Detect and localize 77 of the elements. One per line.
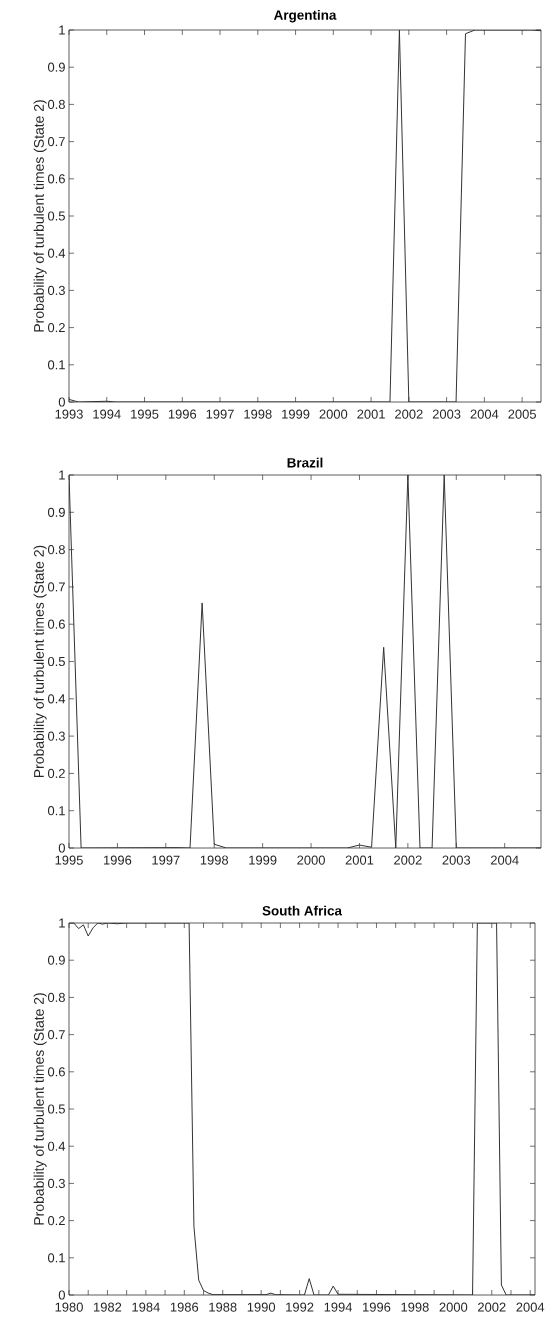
x-tick-label: 2002: [394, 855, 422, 865]
y-tick-label: 0: [58, 1290, 65, 1300]
x-tick-label: 1994: [324, 1302, 353, 1312]
y-tick-label: 0.2: [47, 323, 65, 333]
x-tick-label: 1999: [249, 855, 277, 865]
x-tick-label: 2000: [439, 1302, 468, 1312]
x-tick-label: 1998: [401, 1302, 429, 1312]
y-tick-label: 0.7: [47, 137, 65, 147]
y-tick-label: 1: [59, 918, 65, 928]
y-tick-label: 0: [58, 843, 65, 853]
y-tick-label: 0.1: [47, 806, 65, 816]
y-tick-label: 0.6: [47, 619, 65, 629]
y-tick-label: 0.6: [47, 1067, 65, 1077]
y-tick-label: 0.8: [47, 99, 65, 109]
chart-title: Argentina: [273, 9, 337, 23]
chart-title: Brazil: [287, 457, 323, 468]
y-tick-label: 0.4: [47, 694, 66, 704]
x-tick-label: 1990: [247, 1302, 276, 1312]
x-tick-label: 1992: [286, 1302, 314, 1312]
x-tick-label: 1986: [170, 1302, 199, 1312]
x-tick-label: 2000: [319, 409, 348, 419]
x-tick-label: 1999: [282, 409, 310, 419]
chart-title: South Africa: [262, 905, 343, 916]
x-tick-label: 2002: [478, 1302, 506, 1312]
x-tick-label: 2002: [395, 409, 423, 419]
y-tick-label: 0.7: [47, 582, 65, 592]
line-series: [69, 475, 542, 849]
x-tick-label: 2000: [297, 855, 325, 865]
x-tick-label: 2003: [442, 855, 471, 865]
y-tick-label: 0.5: [47, 211, 65, 221]
x-tick-label: 2001: [357, 409, 385, 419]
y-tick-label: 0.9: [47, 62, 65, 72]
y-tick-label: 0.1: [47, 360, 65, 370]
y-tick-label: 0: [58, 397, 65, 407]
y-tick-label: 0.5: [47, 656, 65, 667]
y-tick-label: 0.3: [47, 1178, 65, 1188]
y-tick-label: 0.3: [47, 731, 65, 741]
y-tick-label: 0.1: [47, 1253, 65, 1263]
y-tick-label: 1: [59, 25, 65, 35]
y-tick-label: 0.9: [47, 955, 65, 965]
x-tick-label: 1994: [93, 409, 121, 419]
x-tick-label: 1993: [55, 409, 83, 419]
x-tick-label: 2004: [516, 1302, 545, 1312]
x-tick-label: 1980: [55, 1302, 83, 1312]
y-tick-label: 0.4: [47, 248, 66, 258]
y-tick-label: 0.4: [47, 1141, 66, 1151]
x-tick-label: 1995: [55, 855, 83, 865]
x-tick-label: 1998: [244, 409, 272, 419]
y-tick-label: 0.9: [47, 507, 65, 517]
x-tick-label: 1998: [200, 855, 229, 865]
x-tick-label: 2001: [345, 855, 374, 865]
y-tick-label: 0.8: [47, 545, 65, 555]
y-tick-label: 0.3: [47, 285, 65, 295]
y-tick-label: 0.2: [47, 1216, 65, 1226]
x-tick-label: 2003: [432, 409, 461, 419]
y-tick-label: 1: [59, 470, 65, 480]
y-tick-label: 0.8: [47, 992, 65, 1002]
x-tick-label: 1997: [152, 855, 180, 865]
x-tick-label: 1996: [363, 1302, 391, 1312]
x-tick-label: 1988: [209, 1302, 237, 1312]
y-axis-title: Probability of turbulent times (State 2): [33, 545, 47, 778]
x-tick-label: 1984: [132, 1302, 160, 1312]
x-tick-label: 2004: [490, 855, 519, 865]
x-tick-label: 2004: [470, 409, 499, 419]
y-axis-title: Probability of turbulent times (State 2): [33, 993, 47, 1225]
x-tick-label: 1997: [206, 409, 234, 419]
x-tick-label: 1995: [131, 409, 159, 419]
x-tick-label: 1996: [168, 409, 197, 419]
x-tick-label: 1996: [103, 855, 132, 865]
x-tick-label: 2005: [508, 409, 536, 419]
y-tick-label: 0.7: [47, 1030, 65, 1040]
y-tick-label: 0.5: [47, 1104, 65, 1114]
y-axis-title: Probability of turbulent times (State 2): [33, 100, 47, 332]
x-tick-label: 1982: [94, 1302, 122, 1312]
line-series: [69, 923, 535, 1296]
y-tick-label: 0.2: [47, 768, 65, 778]
y-tick-label: 0.6: [47, 174, 65, 184]
